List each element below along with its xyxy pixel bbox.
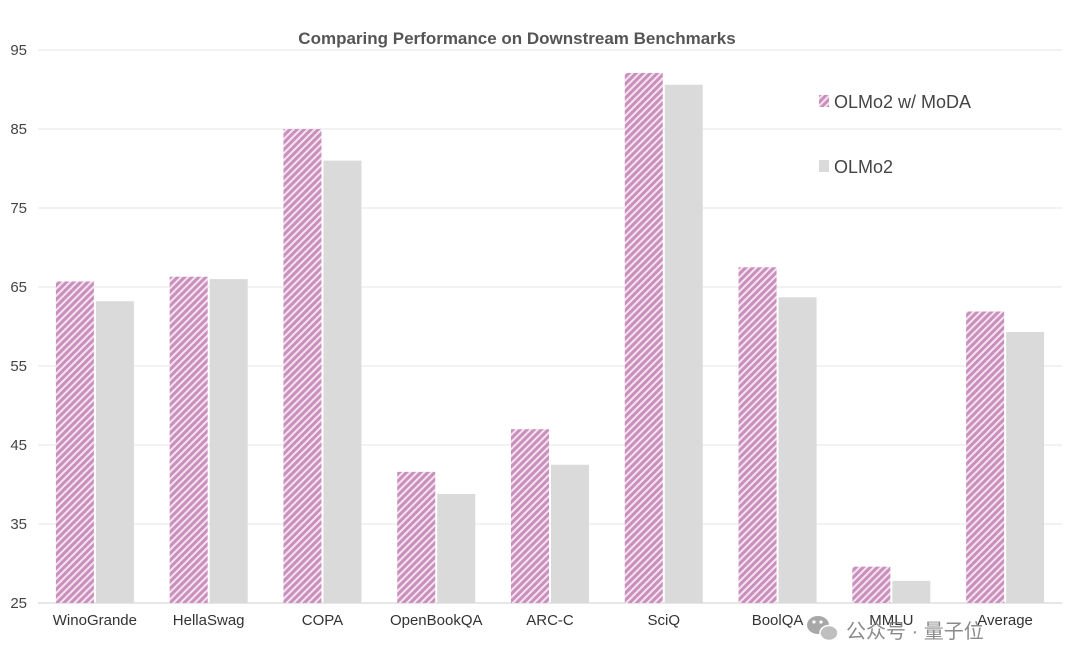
y-tick-label-75: 75 [10, 200, 27, 217]
legend-label-olmo2: OLMo2 [834, 157, 893, 177]
bar-olmo2-openbookqa [437, 493, 476, 603]
y-axis: 25 35 45 55 65 75 85 95 [10, 42, 27, 612]
x-tick-label-hellaswag: HellaSwag [173, 612, 245, 629]
x-tick-label-arc-c: ARC-C [526, 612, 574, 629]
x-tick-label-copa: COPA [302, 612, 343, 629]
bar-olmo2-w-moda-openbookqa [397, 471, 436, 603]
x-tick-label-sciq: SciQ [648, 612, 681, 629]
wechat-icon [807, 616, 839, 642]
y-tick-label-55: 55 [10, 358, 27, 375]
legend-label-olmo2-moda: OLMo2 w/ MoDA [834, 92, 971, 112]
x-tick-label-average: Average [977, 612, 1033, 629]
bar-olmo2-w-moda-sciq [624, 72, 663, 603]
watermark-text: 公众号 · 量子位 [846, 620, 984, 643]
legend-swatch-olmo2-moda [819, 95, 829, 107]
y-tick-label-95: 95 [10, 42, 27, 59]
bar-olmo2-w-moda-arc-c [511, 429, 549, 603]
bar-olmo2-sciq [664, 84, 703, 603]
legend-swatch-olmo2 [819, 160, 829, 172]
bar-olmo2-copa [323, 160, 362, 603]
x-tick-label-mmlu: MMLU [869, 612, 913, 629]
bar-olmo2-w-moda-copa [283, 129, 322, 603]
legend-item-olmo2-moda: OLMo2 w/ MoDA [819, 92, 971, 112]
x-tick-label-boolqa: BoolQA [752, 612, 804, 629]
bar-olmo2-average [1006, 332, 1045, 603]
bar-olmo2-mmlu [892, 580, 931, 603]
y-tick-label-25: 25 [10, 595, 27, 612]
y-tick-label-35: 35 [10, 516, 27, 533]
x-tick-label-winogrande: WinoGrande [53, 612, 137, 629]
bars [55, 72, 1045, 603]
bar-olmo2-w-moda-hellaswag [169, 276, 208, 603]
y-tick-label-65: 65 [10, 279, 27, 296]
x-axis: WinoGrande HellaSwag COPA OpenBookQA ARC-C Sc… [53, 612, 1033, 629]
watermark: 公众号 · 量子位 [807, 616, 984, 643]
gridlines [38, 49, 1062, 604]
bar-olmo2-w-moda-mmlu [852, 566, 891, 603]
bar-olmo2-w-moda-average [966, 311, 1005, 603]
bar-olmo2-boolqa [778, 297, 817, 603]
bar-olmo2-winogrande [95, 301, 134, 603]
legend: OLMo2 w/ MoDA OLMo2 [819, 92, 971, 177]
legend-item-olmo2: OLMo2 [819, 157, 893, 177]
bar-olmo2-hellaswag [209, 279, 248, 603]
bar-olmo2-arc-c [551, 464, 589, 603]
x-tick-label-openbookqa: OpenBookQA [390, 612, 483, 629]
bar-olmo2-w-moda-winogrande [55, 281, 94, 603]
chart-title: Comparing Performance on Downstream Benc… [298, 29, 735, 48]
y-tick-label-85: 85 [10, 121, 27, 138]
y-tick-label-45: 45 [10, 437, 27, 454]
bar-olmo2-w-moda-boolqa [738, 267, 777, 603]
